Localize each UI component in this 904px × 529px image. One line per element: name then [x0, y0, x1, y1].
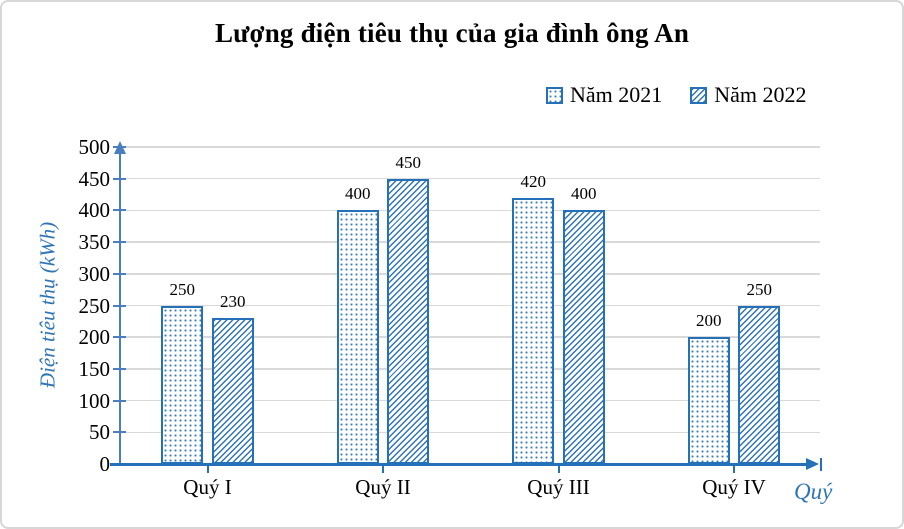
bar-năm-2022 [562, 210, 605, 464]
legend-label: Năm 2021 [570, 82, 663, 107]
category-label: Quý III [527, 475, 590, 499]
bar-năm-2022 [211, 318, 254, 464]
category-label: Quý II [355, 475, 411, 499]
bar-năm-2022 [387, 178, 430, 464]
x-axis-line [110, 462, 811, 466]
gridline [120, 399, 820, 402]
y-axis-line [118, 152, 122, 464]
x-axis-tick [557, 464, 560, 473]
category-label: Quý IV [702, 475, 766, 499]
bar-value-label: 420 [520, 171, 547, 191]
bar-value-label: 450 [395, 152, 422, 172]
y-tick-label: 400 [78, 198, 111, 223]
bar-value-label: 250 [169, 279, 196, 299]
x-axis-title: Quý [794, 479, 833, 504]
x-axis-tick [733, 464, 735, 473]
chart-legend: Năm 2021 Năm 2022 [546, 84, 807, 106]
gridline [120, 146, 820, 148]
y-tick-label: 450 [78, 166, 111, 191]
y-tick-label: 300 [78, 261, 111, 286]
gridline [120, 241, 820, 243]
y-tick-label: 500 [78, 135, 111, 159]
legend-swatch-hatch-icon [690, 86, 708, 104]
bar-value-label: 400 [345, 184, 371, 204]
x-axis-arrowhead-icon [806, 457, 819, 470]
legend-swatch-dots-icon [546, 86, 563, 104]
legend-item-2: Năm 2022 [690, 82, 807, 107]
category-label: Quý I [183, 475, 232, 499]
chart-title: Lượng điện tiêu thụ của gia đình ông An [214, 18, 690, 48]
bar-value-label: 400 [571, 184, 597, 204]
bar-value-label: 200 [696, 311, 722, 331]
legend-item-1: Năm 2021 [546, 84, 662, 106]
bar-năm-2021 [687, 337, 730, 464]
gridline [120, 209, 820, 212]
x-axis-tick [382, 464, 384, 473]
x-axis-end-tick [819, 457, 822, 471]
gridline [120, 177, 820, 180]
y-tick-label: 250 [78, 293, 111, 318]
y-tick-label: 50 [89, 420, 110, 445]
y-tick-label: 100 [78, 388, 111, 413]
bar-năm-2021 [336, 210, 379, 464]
y-tick-label: 350 [78, 230, 111, 255]
y-tick-label: 150 [78, 356, 111, 381]
y-tick-label: 200 [78, 325, 111, 350]
legend-label: Năm 2022 [714, 82, 807, 107]
gridline [120, 273, 820, 275]
bar-năm-2021 [512, 197, 555, 464]
x-axis-tick [206, 464, 209, 473]
bar-năm-2022 [738, 305, 781, 464]
gridline [120, 304, 820, 307]
bar-value-label: 250 [746, 279, 773, 299]
y-axis-arrowhead-icon [113, 141, 126, 154]
gridline [120, 431, 820, 434]
gridline [120, 368, 820, 370]
gridline [120, 336, 820, 338]
y-tick-label: 0 [99, 452, 111, 476]
bar-value-label: 230 [220, 292, 246, 312]
bar-năm-2021 [161, 305, 204, 464]
